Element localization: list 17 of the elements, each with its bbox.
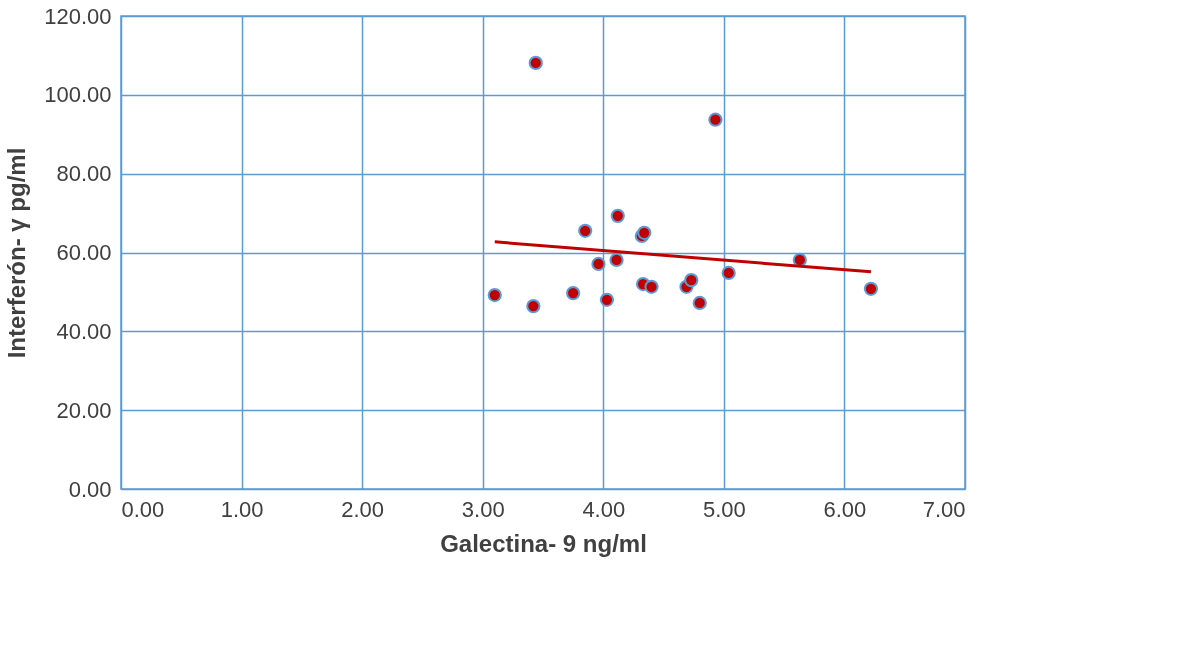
y-tick-label: 120.00	[44, 3, 112, 29]
x-tick-label: 3.00	[461, 496, 505, 522]
y-axis-title: Interferón- γ pg/ml	[3, 147, 31, 359]
x-tick-label: 2.00	[341, 496, 385, 522]
x-tick-label: 0.00	[121, 496, 165, 522]
x-tick-label: 4.00	[582, 496, 626, 522]
y-tick-label: 80.00	[56, 161, 112, 187]
y-tick-label: 60.00	[56, 240, 112, 265]
x-tick-label: 7.00	[922, 496, 966, 522]
y-tick-label: 20.00	[56, 397, 112, 423]
x-tick-label: 1.00	[220, 496, 264, 522]
x-tick-label: 5.00	[702, 496, 746, 522]
x-tick-label: 6.00	[823, 496, 867, 522]
y-tick-label: 40.00	[56, 318, 112, 344]
y-tick-label: 100.00	[44, 82, 112, 108]
y-tick-label: 0.00	[68, 476, 112, 502]
x-axis-title: Galectina- 9 ng/ml	[440, 529, 647, 557]
